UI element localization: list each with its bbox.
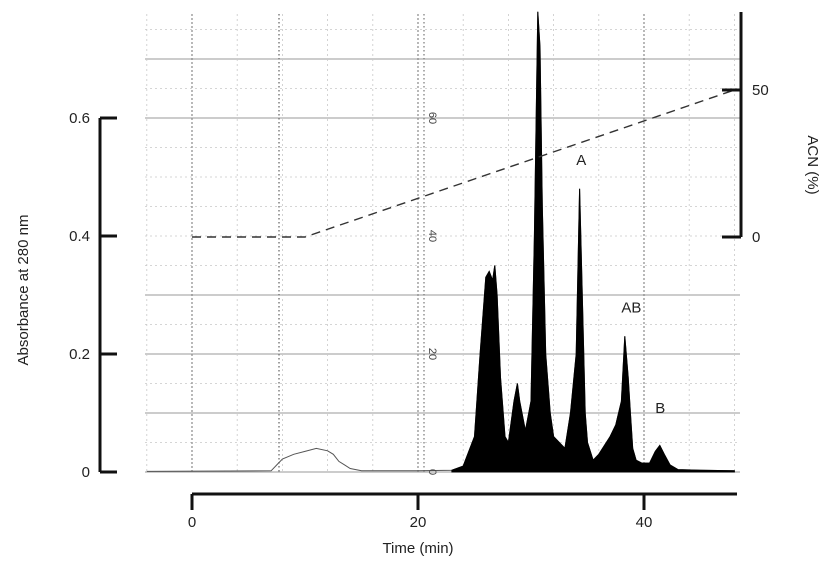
absorbance-trace-layer [146, 11, 735, 473]
y-axis-title: Absorbance at 280 nm [15, 215, 32, 366]
y-tick-label: 0.2 [69, 346, 90, 363]
grid-scale-label: 20 [426, 348, 438, 360]
acn-gradient-layer [192, 89, 735, 238]
y-tick-label: 0 [82, 464, 90, 481]
grid-scale-label: 0 [426, 469, 438, 475]
peak-label: A [576, 152, 586, 169]
y2-tick-label: 0 [752, 229, 760, 246]
x-tick-label: 40 [636, 514, 653, 531]
x-axis-title: Time (min) [382, 540, 453, 557]
x-tick-label: 0 [188, 514, 196, 531]
peak-label: B [655, 400, 665, 417]
peak-label: AB [621, 300, 641, 317]
acn-gradient-line [192, 89, 735, 238]
x-tick-label: 20 [410, 514, 427, 531]
labels-layer: 0 20 40 60 0 0.2 0.4 0.6 Absorbance at 280 nm 0 50… [15, 82, 821, 557]
y2-tick-label: 50 [752, 82, 769, 99]
grid-scale-label: 40 [426, 230, 438, 242]
y-tick-label: 0.4 [69, 228, 90, 245]
absorbance-peaks-fill [451, 11, 735, 473]
grid-scale-label: 60 [426, 112, 438, 124]
y-tick-label: 0.6 [69, 110, 90, 127]
axes-layer [98, 12, 743, 510]
plot-grid [145, 14, 740, 474]
absorbance-trace-line [146, 11, 735, 472]
y2-axis-title: ACN (%) [804, 135, 821, 194]
